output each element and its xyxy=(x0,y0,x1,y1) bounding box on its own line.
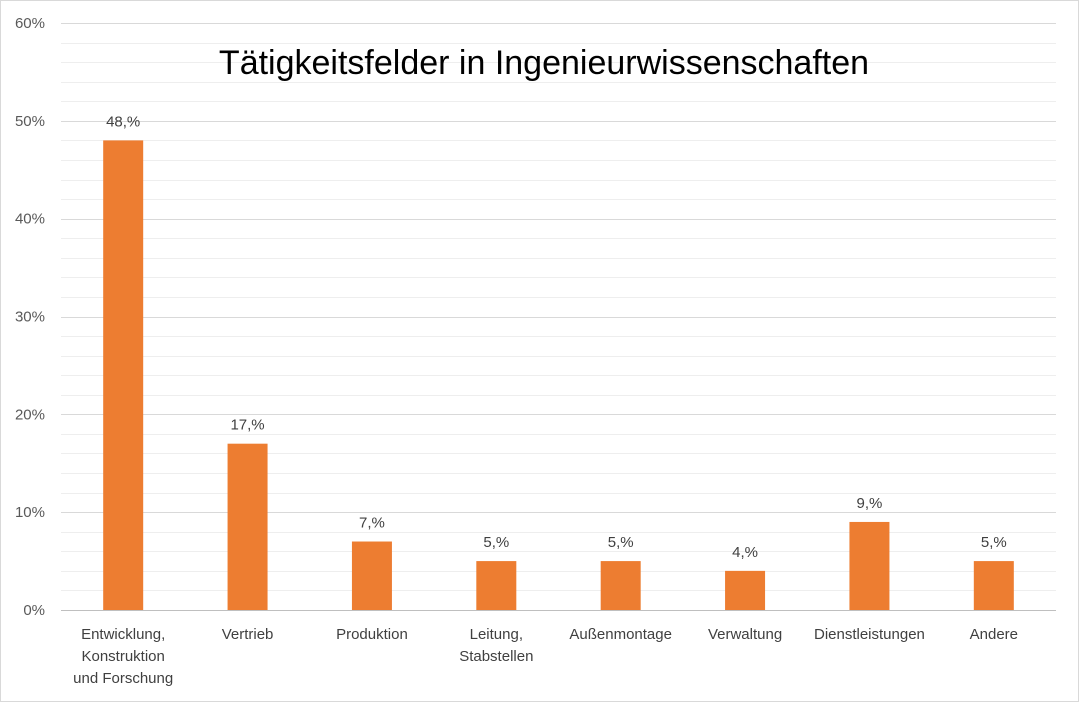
data-label: 5,% xyxy=(981,534,1007,551)
y-tick-label: 0% xyxy=(23,602,45,619)
bar xyxy=(973,561,1014,610)
y-tick-label: 60% xyxy=(15,15,45,32)
bar xyxy=(476,561,517,610)
bar xyxy=(227,443,268,610)
y-tick-label: 20% xyxy=(15,406,45,423)
category-label-line: Produktion xyxy=(336,626,408,643)
bar xyxy=(351,541,392,610)
category-label-line: Konstruktion xyxy=(81,648,164,665)
category-label-line: Entwicklung, xyxy=(81,626,165,643)
category-label-line: Stabstellen xyxy=(459,648,533,665)
bars xyxy=(103,140,1014,610)
x-axis: Entwicklung, Konstruktion und Forschung Ver… xyxy=(73,626,1018,687)
category-label-line: Verwaltung xyxy=(708,626,782,643)
category-label: Leitung, Stabstellen xyxy=(459,626,533,665)
y-tick-label: 10% xyxy=(15,504,45,521)
data-label: 48,% xyxy=(106,113,140,130)
gridlines xyxy=(61,23,1056,591)
bar xyxy=(725,570,766,610)
bar xyxy=(103,140,144,610)
category-label: Entwicklung, Konstruktion und Forschung xyxy=(73,626,173,687)
category-label-line: Vertrieb xyxy=(222,626,274,643)
category-label: Verwaltung xyxy=(708,626,782,643)
category-label-line: Leitung, xyxy=(470,626,523,643)
bar xyxy=(849,521,890,610)
y-tick-label: 50% xyxy=(15,113,45,130)
data-label: 17,% xyxy=(230,417,264,434)
category-label-line: Außenmontage xyxy=(569,626,672,643)
y-tick-label: 30% xyxy=(15,309,45,326)
data-label: 7,% xyxy=(359,515,385,532)
category-label: Vertrieb xyxy=(222,626,274,643)
category-label: Andere xyxy=(970,626,1018,643)
data-label: 5,% xyxy=(483,534,509,551)
category-label-line: Andere xyxy=(970,626,1018,643)
category-label: Außenmontage xyxy=(569,626,672,643)
chart-title: Tätigkeitsfelder in Ingenieurwissenschaf… xyxy=(219,44,869,82)
data-labels: 48,% 17,% 7,% 5,% 5,% 4,% 9,% 5,% xyxy=(106,113,1007,560)
category-label-line: und Forschung xyxy=(73,670,173,687)
data-label: 5,% xyxy=(608,534,634,551)
category-label: Dienstleistungen xyxy=(814,626,925,643)
bar xyxy=(600,561,641,610)
data-label: 4,% xyxy=(732,544,758,561)
data-label: 9,% xyxy=(857,495,883,512)
y-axis: 0% 10% 20% 30% 40% 50% 60% xyxy=(15,15,1056,619)
y-tick-label: 40% xyxy=(15,211,45,228)
category-label: Produktion xyxy=(336,626,408,643)
category-label-line: Dienstleistungen xyxy=(814,626,925,643)
